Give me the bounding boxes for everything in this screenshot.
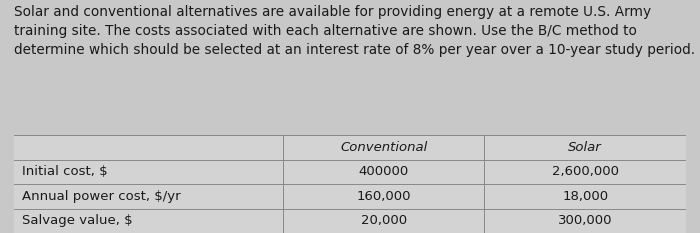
Text: 400000: 400000 — [358, 165, 409, 178]
Text: Initial cost, $: Initial cost, $ — [22, 165, 108, 178]
Text: Conventional: Conventional — [340, 141, 427, 154]
Text: Solar and conventional alternatives are available for providing energy at a remo: Solar and conventional alternatives are … — [14, 5, 695, 57]
Text: 160,000: 160,000 — [356, 190, 411, 203]
Text: 18,000: 18,000 — [562, 190, 608, 203]
Text: 20,000: 20,000 — [360, 214, 407, 227]
Text: 2,600,000: 2,600,000 — [552, 165, 619, 178]
Text: 300,000: 300,000 — [558, 214, 612, 227]
Text: Annual power cost, $/yr: Annual power cost, $/yr — [22, 190, 181, 203]
Text: Solar: Solar — [568, 141, 602, 154]
FancyBboxPatch shape — [14, 135, 686, 233]
Text: Salvage value, $: Salvage value, $ — [22, 214, 133, 227]
